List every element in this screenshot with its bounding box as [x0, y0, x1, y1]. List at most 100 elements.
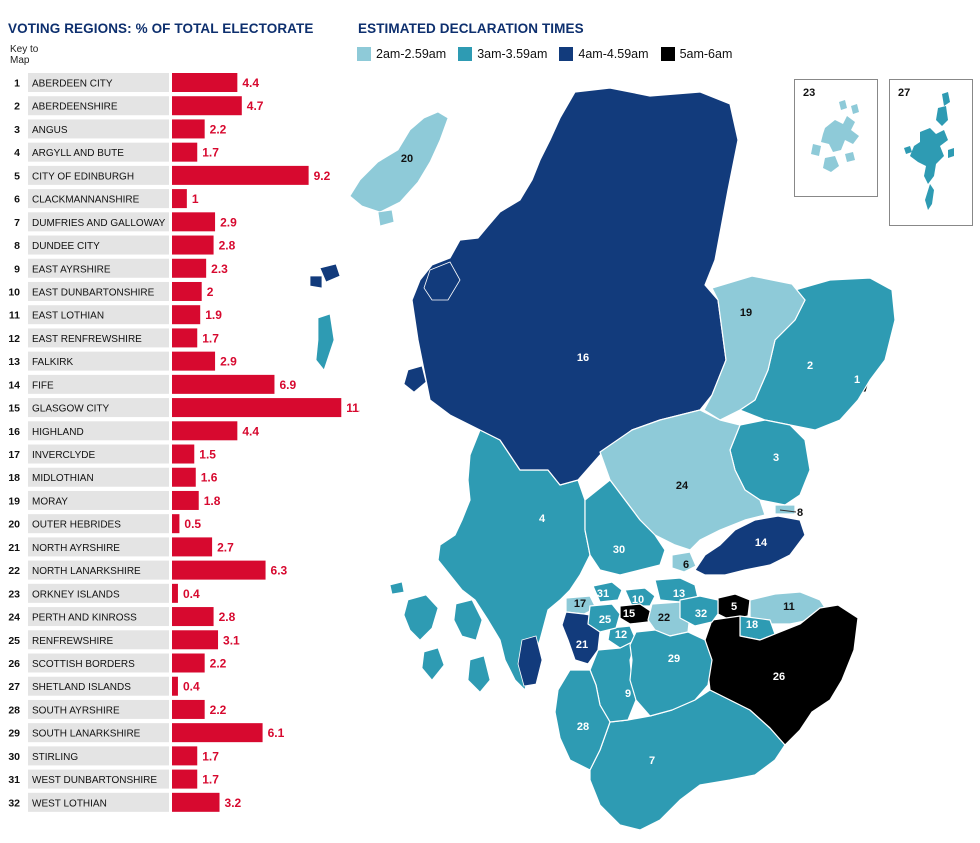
- bar: [172, 142, 198, 162]
- region-6-shape: [671, 551, 697, 573]
- bar: [172, 328, 198, 348]
- bar-row: 5 CITY OF EDINBURGH 9.2: [14, 165, 331, 185]
- bar-row: 10 EAST DUNBARTONSHIRE 2: [8, 281, 214, 301]
- orkney-islands-shape: [811, 100, 859, 172]
- bar-value-label: 0.4: [183, 680, 200, 694]
- bar-value-label: 1.7: [202, 146, 219, 160]
- region-name-label: EAST RENFREWSHIRE: [32, 334, 142, 345]
- region-name-label: STIRLING: [32, 752, 78, 763]
- legend-swatch-5am: [660, 47, 675, 61]
- map-title: ESTIMATED DECLARATION TIMES: [358, 21, 584, 36]
- map-region-number: 6: [683, 559, 689, 571]
- map-region-number: 18: [746, 619, 758, 631]
- region-32-shape: [679, 595, 719, 627]
- row-label-background: [28, 699, 169, 719]
- bar: [172, 165, 309, 185]
- map-region-number: 4: [539, 513, 546, 525]
- bar: [172, 189, 187, 209]
- bar: [172, 583, 178, 603]
- bar: [172, 537, 213, 557]
- region-name-label: WEST LOTHIAN: [32, 798, 107, 809]
- map-region-number: 17: [574, 598, 586, 610]
- bar-row: 26 SCOTTISH BORDERS 2.2: [8, 653, 227, 673]
- bar-value-label: 1.7: [202, 331, 219, 345]
- shetland-inset: 27: [889, 79, 973, 226]
- bar: [172, 305, 201, 325]
- bar-value-label: 2.7: [217, 540, 234, 554]
- map-region-number: 7: [649, 755, 655, 767]
- bar: [172, 398, 342, 418]
- map-region-number: 12: [615, 629, 627, 641]
- bar-row: 24 PERTH AND KINROSS 2.8: [8, 607, 236, 627]
- row-label-background: [28, 165, 169, 185]
- shetland-islands-shape: [904, 92, 954, 210]
- region-key-number: 7: [14, 217, 20, 229]
- bar-value-label: 11.4: [346, 401, 360, 415]
- region-name-label: SHETLAND ISLANDS: [32, 682, 131, 693]
- region-name-label: GLASGOW CITY: [32, 404, 110, 415]
- region-name-label: ABERDEEN CITY: [32, 79, 113, 90]
- region-4-island: [389, 581, 405, 595]
- region-name-label: MIDLOTHIAN: [32, 473, 94, 484]
- map-region-number: 10: [632, 594, 644, 606]
- bar-row: 11 EAST LOTHIAN 1.9: [9, 305, 222, 325]
- region-key-number: 30: [8, 751, 20, 763]
- map-region-number: 16: [577, 352, 589, 364]
- bar-chart-title: VOTING REGIONS: % OF TOTAL ELECTORATE: [8, 21, 314, 36]
- row-label-background: [28, 305, 169, 325]
- bar-row: 28 SOUTH AYRSHIRE 2.2: [8, 699, 227, 719]
- map-region-number: 31: [597, 588, 609, 600]
- map-region-number: 25: [599, 614, 611, 626]
- row-label-background: [28, 607, 169, 627]
- bar: [172, 351, 216, 371]
- region-15-shape: [619, 603, 653, 625]
- region-name-label: DUMFRIES AND GALLOWAY: [32, 218, 166, 229]
- bar-value-label: 2.8: [219, 239, 236, 253]
- row-label-background: [28, 467, 169, 487]
- bar: [172, 746, 198, 766]
- region-key-number: 5: [14, 170, 20, 182]
- bar-row: 22 NORTH LANARKSHIRE 6.3: [8, 560, 288, 580]
- row-label-background: [28, 421, 169, 441]
- map-region-number: 15: [623, 608, 635, 620]
- bar-row: 23 ORKNEY ISLANDS 0.4: [8, 583, 200, 603]
- row-label-background: [28, 212, 169, 232]
- row-label-background: [28, 374, 169, 394]
- row-label-background: [28, 96, 169, 116]
- region-16-island: [403, 365, 427, 393]
- bar-row: 29 SOUTH LANARKSHIRE 6.1: [8, 723, 285, 743]
- map-region-number: 29: [668, 653, 680, 665]
- bar: [172, 258, 207, 278]
- bar-value-label: 4.4: [242, 76, 259, 90]
- bar-row: 14 FIFE 6.9: [8, 374, 296, 394]
- bar-row: 6 CLACKMANNANSHIRE 1: [14, 189, 199, 209]
- region-name-label: HIGHLAND: [32, 427, 84, 438]
- row-label-background: [28, 560, 169, 580]
- bar-row: 1 ABERDEEN CITY 4.4: [14, 73, 259, 92]
- map-region-number: 30: [613, 544, 625, 556]
- bar-row: 20 OUTER HEBRIDES 0.5: [8, 514, 201, 534]
- bar-value-label: 6.3: [271, 564, 288, 578]
- bar: [172, 653, 205, 673]
- map-region-number: 13: [673, 588, 685, 600]
- map-region-number: 2: [807, 360, 813, 372]
- legend-swatch-4am: [559, 47, 574, 61]
- row-label-background: [28, 142, 169, 162]
- bar: [172, 630, 219, 650]
- region-name-label: OUTER HEBRIDES: [32, 520, 121, 531]
- bar: [172, 374, 275, 394]
- region-key-number: 22: [8, 565, 20, 577]
- bar: [172, 119, 205, 139]
- region-4-island: [315, 313, 335, 371]
- bar-value-label: 2.2: [210, 122, 227, 136]
- map-region-number: 22: [658, 612, 670, 624]
- orkney-inset: 23: [794, 79, 878, 197]
- row-label-background: [28, 723, 169, 743]
- region-26-shape: [704, 604, 859, 746]
- bar: [172, 467, 196, 487]
- bar-row: 32 WEST LOTHIAN 3.2: [8, 792, 242, 812]
- region-name-label: EAST DUNBARTONSHIRE: [32, 287, 155, 298]
- bar-value-label: 1.5: [199, 448, 216, 462]
- bar: [172, 792, 220, 812]
- bar-value-label: 0.5: [184, 517, 201, 531]
